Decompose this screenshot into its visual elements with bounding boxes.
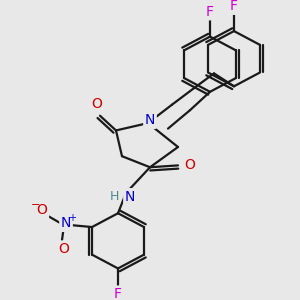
Text: F: F	[230, 0, 238, 13]
Text: N: N	[125, 190, 135, 204]
Text: −: −	[31, 200, 41, 210]
Text: F: F	[114, 287, 122, 300]
Text: H: H	[109, 190, 119, 203]
Text: F: F	[206, 5, 214, 19]
Text: N: N	[145, 113, 155, 127]
Text: O: O	[92, 97, 102, 111]
Text: O: O	[184, 158, 195, 172]
Text: O: O	[37, 203, 47, 218]
Text: +: +	[68, 213, 76, 223]
Text: O: O	[58, 242, 70, 256]
Text: N: N	[61, 216, 71, 230]
